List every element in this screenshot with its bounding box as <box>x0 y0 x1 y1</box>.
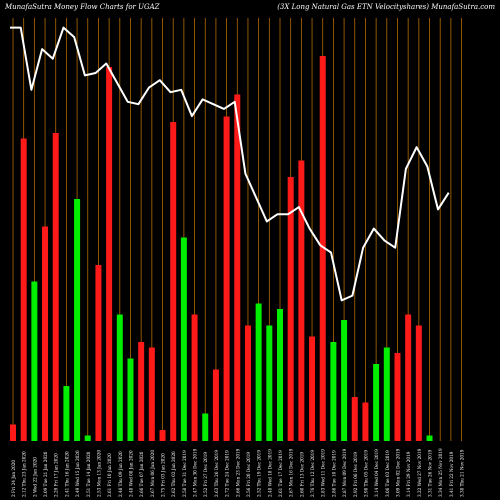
x-tick-label: 2.60 Fri 13 Dec 2019 <box>299 452 304 497</box>
money-flow-bar <box>63 386 70 441</box>
x-tick-label: 3.31 Tue 26 Nov 2019 <box>428 450 433 497</box>
x-tick-label: 2.48 Thu 09 Jan 2020 <box>118 451 123 497</box>
money-flow-bar <box>148 347 155 441</box>
x-tick-label: 2.47 Mon 30 Dec 2019 <box>193 448 198 497</box>
money-flow-bar <box>351 397 358 441</box>
money-flow-bar <box>191 314 198 441</box>
money-flow-bar <box>10 424 16 441</box>
x-tick-label: 2.86 Tue 10 Dec 2019 <box>331 450 336 497</box>
money-flow-bar <box>170 122 177 441</box>
money-flow-bar <box>84 435 91 441</box>
money-flow-bar <box>405 314 412 441</box>
x-tick-label: 2 Wed 22 Jan 2020 <box>32 457 37 497</box>
x-tick-label: 3.38 Thu 21 Nov 2019 <box>460 449 465 497</box>
x-tick-label: 3.22 Wed 27 Nov 2019 <box>417 448 422 497</box>
money-flow-bar <box>212 369 219 441</box>
money-flow-bar <box>127 358 134 441</box>
money-flow-bar <box>202 413 209 441</box>
chart-header-left: MunafaSutra Money Flow Charts for UGAZ <box>5 3 160 11</box>
money-flow-bar <box>266 325 273 441</box>
money-flow-bar <box>52 133 59 441</box>
x-tick-label: 2.29 Fri 17 Jan 2020 <box>54 453 59 497</box>
money-flow-bar <box>95 265 102 441</box>
money-flow-bar <box>255 303 262 441</box>
x-tick-label: 2.66 Tue 07 Jan 2020 <box>139 451 144 497</box>
money-flow-bar <box>116 314 123 441</box>
x-tick-label: 2.51 Tue 14 Jan 2020 <box>86 451 91 497</box>
x-tick-label: 2.63 Thu 26 Dec 2019 <box>214 450 219 497</box>
x-tick-label: 2.72 Tue 24 Dec 2019 <box>225 450 230 497</box>
money-flow-bar <box>42 226 49 441</box>
x-tick-label: 2.92 Fri 06 Dec 2019 <box>353 452 358 497</box>
price-line <box>10 26 450 302</box>
chart-header-right: (3X Long Natural Gas ETN Velocityshares)… <box>277 3 495 11</box>
money-flow-bar <box>244 325 251 441</box>
x-tick-label: 2.98 Thu 05 Dec 2019 <box>363 450 368 497</box>
x-tick-label: 2.67 Mon 06 Jan 2020 <box>150 450 155 497</box>
money-flow-bar <box>415 325 422 441</box>
money-flow-bar <box>319 56 326 441</box>
money-flow-bar <box>373 364 380 441</box>
x-tick-label: 2.52 Thu 19 Dec 2019 <box>257 450 262 497</box>
money-flow-bar <box>74 199 81 441</box>
money-flow-bar <box>106 67 113 441</box>
money-flow-bar <box>330 342 337 441</box>
x-tick-label: 3.14 Fri 29 Nov 2019 <box>406 451 411 497</box>
x-tick-label: 2.58 Tue 31 Dec 2019 <box>182 450 187 497</box>
x-tick-label: 2 Fri 24 Jan 2020 <box>11 460 16 497</box>
x-tick-label: 2.53 Mon 13 Jan 2020 <box>96 450 101 497</box>
x-tick-label: 2.76 Thu 12 Dec 2019 <box>310 450 315 497</box>
money-flow-bar <box>234 94 241 441</box>
x-tick-label: 2.48 Wed 08 Jan 2020 <box>128 450 133 497</box>
x-tick-label: 2.12 Thu 23 Jan 2020 <box>22 451 27 497</box>
money-flow-bar <box>159 430 166 441</box>
money-flow-bar <box>277 309 283 441</box>
x-tick-label: 2.62 Thu 02 Jan 2020 <box>171 451 176 497</box>
x-tick-label: 3.09 Mon 02 Dec 2019 <box>395 448 400 497</box>
x-tick-label: 2.41 Thu 16 Jan 2020 <box>64 451 69 497</box>
x-tick-label: 2.61 Fri 10 Jan 2020 <box>107 453 112 497</box>
money-flow-bar <box>180 237 187 441</box>
money-flow-bar <box>341 320 348 441</box>
money-flow-bar <box>138 342 145 441</box>
money-flow-bar <box>362 402 369 441</box>
money-flow-bar <box>426 435 433 441</box>
x-tick-label: 2.67 Mon 16 Dec 2019 <box>289 448 294 497</box>
money-flow-bar <box>20 138 27 441</box>
x-tick-label: 2.83 Wed 11 Dec 2019 <box>321 449 326 497</box>
money-flow-bar <box>287 177 294 441</box>
money-flow-bar <box>31 281 38 441</box>
x-tick-label: 2.61 Tue 17 Dec 2019 <box>278 450 283 497</box>
x-tick-label: 2.66 Mon 23 Dec 2019 <box>235 448 240 497</box>
money-flow-bar <box>223 116 230 441</box>
x-tick-label: 3.06 Tue 03 Dec 2019 <box>385 450 390 497</box>
x-tick-label: 3.41 Fri 22 Nov 2019 <box>449 451 454 497</box>
money-flow-bar <box>298 160 305 441</box>
money-flow-bar <box>394 353 401 441</box>
x-tick-label: 2.56 Fri 20 Dec 2019 <box>246 452 251 497</box>
money-flow-bar <box>309 336 316 441</box>
x-tick-label: 2.49 Wed 15 Jan 2020 <box>75 450 80 497</box>
x-tick-label: 2.09 Tue 21 Jan 2020 <box>43 451 48 497</box>
x-tick-label: 2.52 Fri 27 Dec 2019 <box>203 452 208 497</box>
money-flow-bar <box>383 347 390 441</box>
x-tick-label: 2.48 Wed 18 Dec 2019 <box>267 449 272 497</box>
x-tick-label: 2.75 Fri 03 Jan 2020 <box>161 453 166 497</box>
x-tick-label: 3.14 Wed 04 Dec 2019 <box>374 449 379 497</box>
x-tick-label: 3.34 Mon 25 Nov 2019 <box>438 448 443 497</box>
x-tick-label: 2.87 Mon 09 Dec 2019 <box>342 448 347 497</box>
